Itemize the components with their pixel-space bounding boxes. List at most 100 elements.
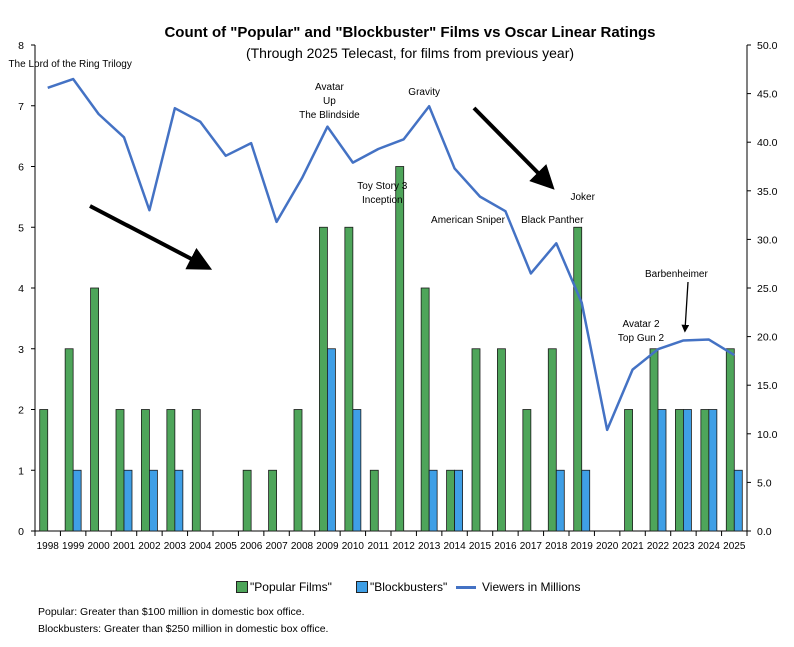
left-tick-label: 0 — [18, 526, 24, 538]
legend: "Popular Films" "Blockbusters" Viewers i… — [0, 580, 794, 596]
bar-popular-2018 — [547, 348, 557, 532]
annotation-2009: Avatar — [315, 82, 344, 93]
legend-item-popular: "Popular Films" — [236, 580, 332, 594]
bar-popular-2019 — [573, 226, 583, 532]
bar-blockbusters-2002 — [149, 469, 158, 532]
annotation-2009: The Blindside — [299, 110, 360, 121]
legend-item-viewers: Viewers in Millions — [456, 580, 580, 594]
legend-swatch-popular — [236, 581, 248, 593]
bar-popular-2022 — [649, 348, 659, 532]
annotation-2018: Black Panther — [521, 215, 584, 226]
left-tick-label: 3 — [18, 344, 24, 356]
left-tick-label: 4 — [18, 283, 24, 295]
x-tick-label: 2025 — [723, 541, 746, 552]
bar-blockbusters-2009 — [327, 348, 336, 532]
trend-arrow-right — [472, 106, 555, 190]
plot-area: 0 1 2 3 4 5 6 7 8 0.0 5.0 10.0 15.0 20.0 25.0 30.0 35.0 4… — [8, 40, 778, 552]
x-tick-label: 2001 — [113, 541, 136, 552]
annotation-2015: American Sniper — [431, 215, 506, 226]
legend-swatch-blockbusters — [356, 581, 368, 593]
bar-blockbusters-1999 — [72, 469, 82, 532]
x-tick-label: 2019 — [571, 541, 594, 552]
bar-popular-2014 — [446, 469, 455, 532]
bar-popular-2007 — [268, 469, 277, 532]
annotation-2011: Inception — [362, 195, 403, 206]
legend-label-viewers: Viewers in Millions — [482, 580, 581, 594]
bar-popular-2001 — [115, 409, 125, 532]
bar-popular-2011 — [369, 469, 379, 532]
x-tick-label: 2007 — [265, 541, 288, 552]
left-tick-label: 1 — [18, 465, 24, 477]
bar-popular-1999 — [64, 348, 74, 532]
bar-popular-1998 — [39, 409, 49, 532]
bar-blockbusters-2003 — [174, 469, 184, 532]
x-tick-label: 2021 — [621, 541, 644, 552]
x-tick-label: 2022 — [647, 541, 670, 552]
trend-arrow-left — [89, 204, 213, 270]
footnote-popular: Popular: Greater than $100 million in do… — [38, 606, 305, 618]
bar-popular-2013 — [420, 287, 430, 532]
annotation-2009: Up — [323, 96, 336, 107]
x-tick-label: 2015 — [469, 541, 492, 552]
x-tick-label: 2003 — [164, 541, 187, 552]
bar-popular-2021 — [624, 409, 633, 532]
bar-blockbusters-2022 — [657, 409, 667, 532]
bar-blockbusters-2019 — [581, 469, 591, 532]
left-tick-label: 7 — [18, 101, 24, 113]
bar-blockbusters-2014 — [454, 469, 463, 532]
bar-popular-2000 — [90, 287, 99, 532]
x-tick-label: 2020 — [596, 541, 619, 552]
legend-label-blockbusters: "Blockbusters" — [370, 580, 448, 594]
x-tick-label: 2013 — [418, 541, 441, 552]
series-line-viewers — [47, 77, 735, 432]
bar-popular-2025 — [725, 348, 735, 532]
x-tick-label: 2005 — [215, 541, 238, 552]
right-tick-label: 20.0 — [757, 332, 778, 344]
annotation-1999: The Lord of the Ring Trilogy — [8, 59, 131, 70]
right-tick-label: 30.0 — [757, 234, 778, 246]
left-tick-label: 6 — [18, 162, 24, 174]
right-tick-label: 5.0 — [757, 477, 772, 489]
bar-popular-2017 — [522, 409, 532, 532]
x-tick-label: 2024 — [698, 541, 721, 552]
left-tick-label: 2 — [18, 405, 24, 417]
bar-popular-2015 — [471, 348, 481, 532]
right-tick-label: 50.0 — [757, 40, 778, 52]
legend-item-blockbusters: "Blockbusters" — [356, 580, 447, 594]
x-tick-label: 2010 — [342, 541, 365, 552]
bar-popular-2023 — [675, 409, 684, 532]
x-tick-label: 2006 — [240, 541, 263, 552]
bar-popular-2003 — [166, 409, 176, 532]
legend-label-popular: "Popular Films" — [250, 580, 332, 594]
x-tick-label: 1998 — [37, 541, 60, 552]
right-tick-label: 35.0 — [757, 186, 778, 198]
x-tick-label: 2018 — [545, 541, 568, 552]
x-tick-label: 2000 — [87, 541, 110, 552]
bar-blockbusters-2013 — [428, 469, 438, 532]
right-tick-label: 0.0 — [757, 526, 772, 538]
bar-blockbusters-2024 — [708, 409, 718, 532]
left-tick-label: 8 — [18, 40, 24, 52]
x-tick-label: 2008 — [291, 541, 314, 552]
bar-popular-2010 — [344, 226, 354, 532]
bar-popular-2012 — [395, 166, 405, 532]
chart-title: Count of "Popular" and "Blockbuster" Fil… — [164, 24, 656, 41]
annotation-2022: Top Gun 2 — [618, 333, 665, 344]
x-tick-label: 2002 — [138, 541, 161, 552]
bar-popular-2009 — [319, 226, 328, 532]
right-tick-label: 25.0 — [757, 283, 778, 295]
x-tick-label: 2016 — [494, 541, 517, 552]
legend-swatch-viewers — [456, 585, 476, 589]
x-tick-label: 1999 — [62, 541, 85, 552]
annotation-2023: Barbenheimer — [645, 269, 708, 280]
annotation-2013: Gravity — [408, 87, 440, 98]
bar-blockbusters-2001 — [123, 469, 133, 532]
chart-subtitle: (Through 2025 Telecast, for films from p… — [245, 45, 575, 61]
bar-blockbusters-2025 — [733, 469, 743, 532]
bar-popular-2006 — [242, 469, 252, 532]
bar-popular-2004 — [191, 409, 201, 532]
annotation-2019: Joker — [570, 192, 595, 203]
x-tick-label: 2004 — [189, 541, 212, 552]
bar-popular-2024 — [700, 409, 710, 532]
